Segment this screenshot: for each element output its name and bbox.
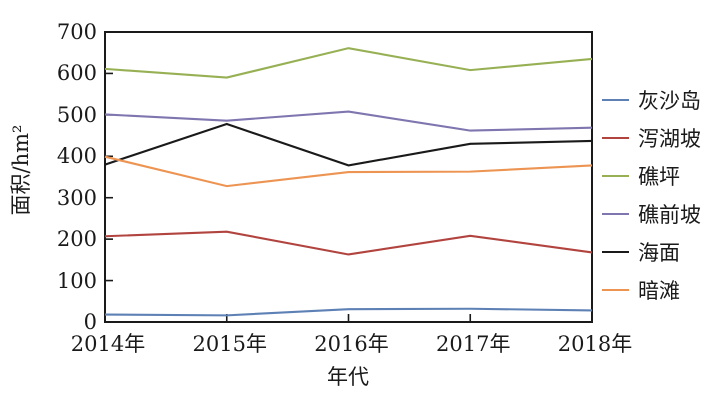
legend-label: 泻湖坡: [638, 127, 701, 151]
x-tick-label-2017年: 2017年: [436, 332, 511, 356]
legend-item-灰沙岛: 灰沙岛: [602, 81, 701, 119]
legend-line-swatch: [602, 174, 629, 178]
legend-item-礁前坡: 礁前坡: [602, 195, 701, 233]
y-tick-label-100: 100: [56, 268, 97, 293]
x-axis-title: 年代: [327, 365, 369, 389]
x-tick-label-2015年: 2015年: [192, 332, 267, 356]
legend-line-swatch: [602, 136, 629, 140]
chart-legend: 灰沙岛泻湖坡礁坪礁前坡海面暗滩: [602, 81, 701, 309]
legend-line-swatch: [602, 288, 629, 292]
legend-item-海面: 海面: [602, 233, 701, 271]
plot-border: [104, 31, 593, 323]
series-line-礁坪: [104, 47, 593, 79]
series-line-泻湖坡: [104, 230, 593, 256]
y-tick-label-500: 500: [56, 102, 97, 127]
legend-label: 礁坪: [638, 165, 680, 189]
legend-item-泻湖坡: 泻湖坡: [602, 119, 701, 157]
legend-item-礁坪: 礁坪: [602, 157, 701, 195]
legend-line-swatch: [602, 250, 629, 254]
legend-label: 灰沙岛: [638, 89, 701, 113]
series-line-海面: [104, 122, 593, 167]
legend-item-暗滩: 暗滩: [602, 271, 701, 309]
series-line-灰沙岛: [104, 307, 593, 317]
x-tick-label-2016年: 2016年: [314, 332, 389, 356]
y-tick-label-600: 600: [56, 61, 97, 86]
legend-line-swatch: [602, 212, 629, 216]
legend-label: 礁前坡: [638, 203, 701, 227]
series-line-礁前坡: [104, 110, 593, 132]
y-tick-label-200: 200: [56, 227, 97, 252]
legend-line-swatch: [602, 98, 629, 102]
legend-label: 海面: [638, 241, 680, 265]
y-tick-label-700: 700: [56, 20, 97, 44]
y-tick-label-300: 300: [56, 185, 97, 210]
series-line-暗滩: [104, 155, 593, 188]
y-axis-title: 面积/hm²: [9, 124, 33, 216]
legend-label: 暗滩: [638, 279, 680, 303]
x-tick-label-2018年: 2018年: [557, 332, 633, 356]
y-tick-label-0: 0: [83, 310, 97, 334]
x-tick-label-2014年: 2014年: [70, 332, 146, 356]
y-tick-label-400: 400: [56, 144, 97, 169]
